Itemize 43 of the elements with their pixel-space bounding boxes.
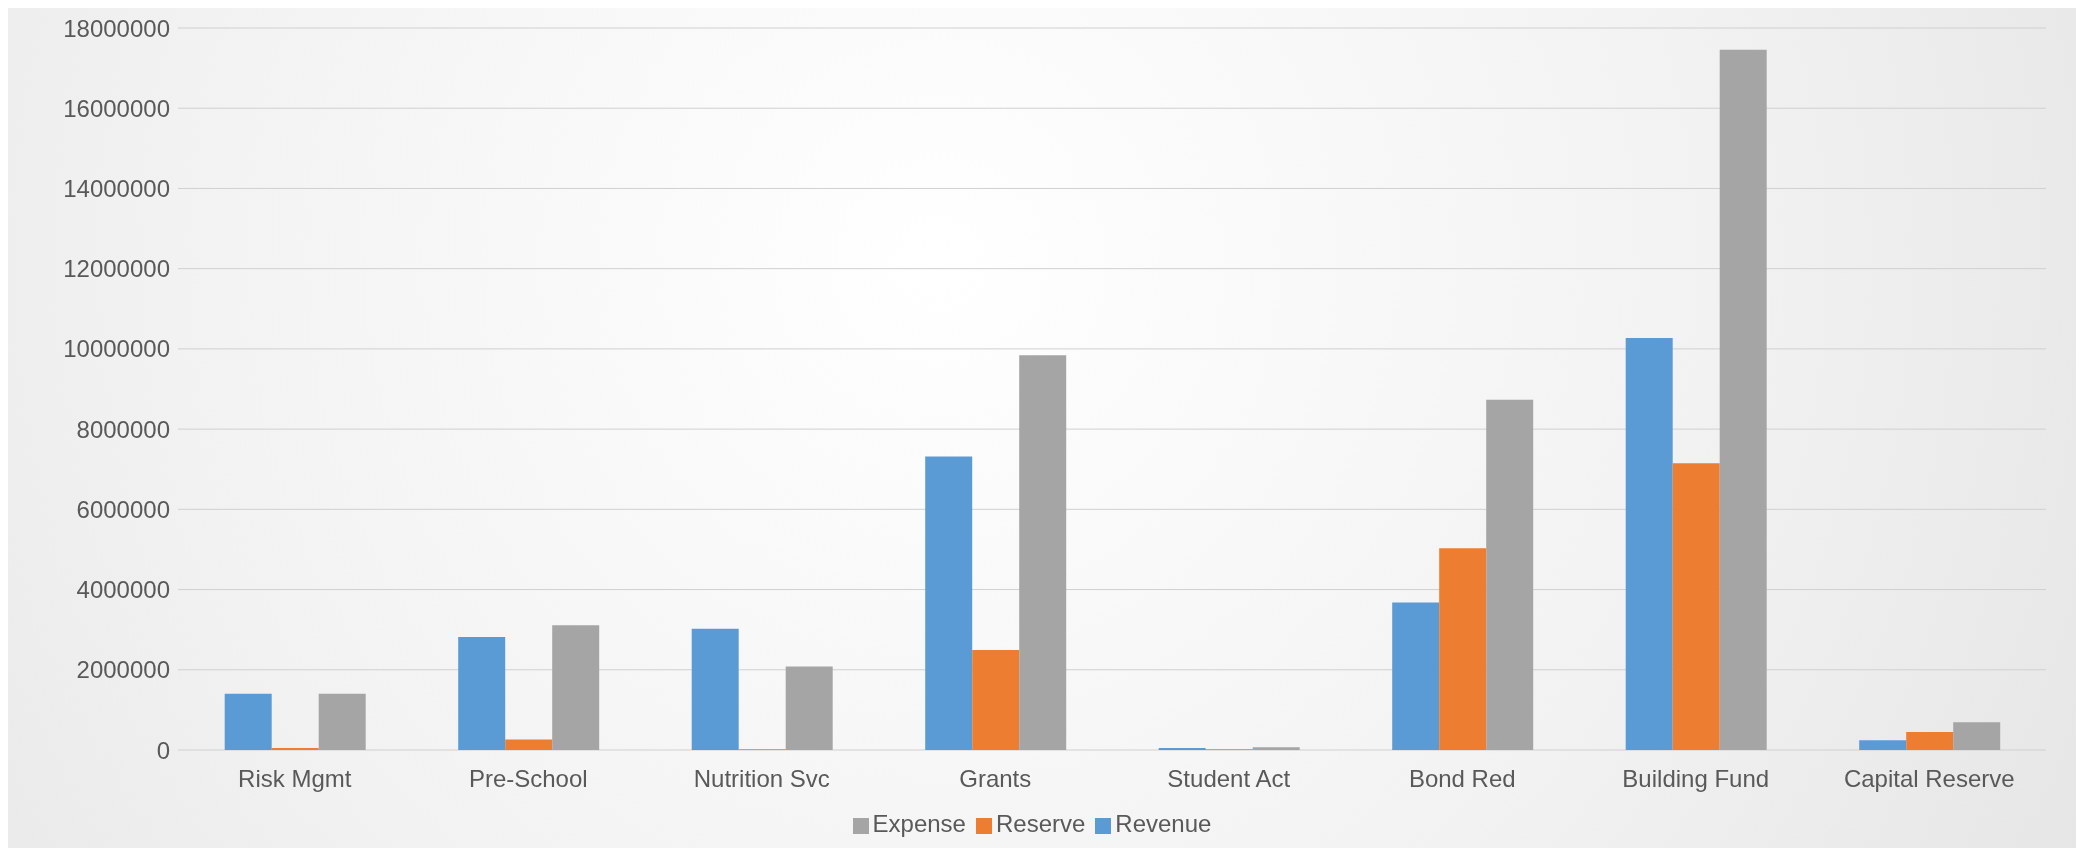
y-tick-label: 18000000: [63, 14, 170, 42]
y-tick-label: 2000000: [76, 656, 170, 684]
bar: [1906, 731, 1954, 750]
bar: [1439, 548, 1487, 750]
y-tick-label: 0: [156, 736, 170, 764]
x-tick-label: Nutrition Svc: [693, 765, 830, 793]
y-tick-label: 12000000: [63, 255, 170, 283]
bar: [318, 693, 366, 750]
bar: [1158, 747, 1206, 750]
x-tick-label: Bond Red: [1408, 765, 1516, 793]
legend-label: Reserve: [995, 810, 1086, 837]
x-tick-label: Building Fund: [1622, 765, 1770, 793]
x-tick-label: Student Act: [1167, 765, 1291, 793]
x-tick-label: Capital Reserve: [1843, 765, 2015, 793]
bar: [224, 693, 272, 750]
y-tick-label: 4000000: [76, 576, 170, 604]
y-tick-label: 14000000: [63, 174, 170, 202]
bar: [1672, 463, 1720, 750]
x-tick-label: Grants: [959, 765, 1032, 793]
bar: [505, 739, 553, 750]
x-tick-label: Risk Mgmt: [238, 765, 352, 793]
y-tick-label: 16000000: [63, 94, 170, 122]
y-tick-label: 10000000: [63, 335, 170, 363]
bar: [1019, 355, 1067, 750]
bar: [458, 636, 506, 750]
legend-label: Revenue: [1115, 810, 1212, 837]
x-tick-label: Pre-School: [468, 765, 588, 793]
bar: [785, 666, 833, 750]
bar: [1252, 747, 1300, 750]
bar: [552, 625, 600, 750]
bar: [691, 628, 739, 750]
bar: [925, 456, 973, 750]
y-tick-label: 8000000: [76, 415, 170, 443]
bar: [972, 650, 1020, 750]
bar: [1719, 49, 1767, 750]
bar: [1486, 399, 1534, 750]
bar: [271, 747, 319, 750]
legend-label: Expense: [872, 810, 966, 837]
bar: [1953, 722, 2001, 750]
bar: [1859, 740, 1907, 750]
bar: [1625, 338, 1673, 750]
bar: [1392, 602, 1440, 750]
y-tick-label: 6000000: [76, 495, 170, 523]
